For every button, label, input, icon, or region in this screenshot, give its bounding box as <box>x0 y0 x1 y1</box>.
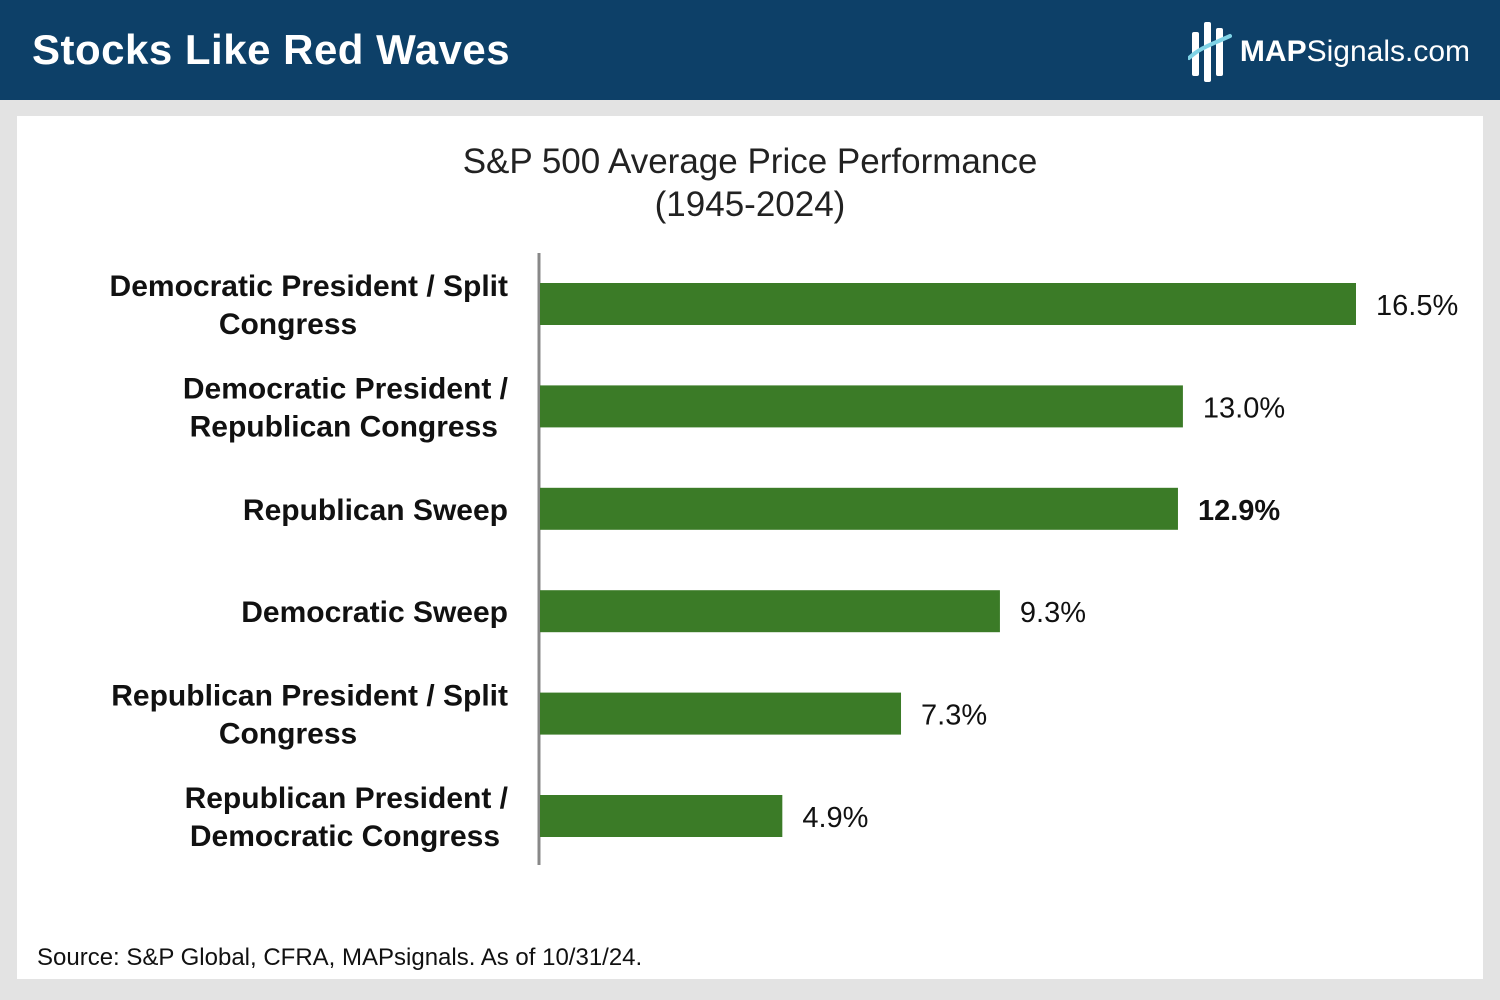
category-label-line: Democratic President / Split <box>110 270 508 303</box>
bar-3 <box>540 590 1000 633</box>
category-label-4: Republican President / Split Congress <box>111 680 508 751</box>
bar-1 <box>540 385 1183 428</box>
brand[interactable]: MAPSignals.com <box>1186 21 1470 82</box>
bar-2 <box>540 487 1178 530</box>
chart-subtitle: (1945-2024) <box>654 185 846 224</box>
category-label-line: Republican Sweep <box>243 494 508 527</box>
bar-0 <box>540 283 1356 325</box>
category-label-line: Democratic Sweep <box>241 596 508 629</box>
source-note: Source: S&P Global, CFRA, MAPsignals. As… <box>37 944 643 971</box>
category-label-line: Republican President / Split <box>111 680 508 713</box>
bar-5 <box>540 795 783 837</box>
bar-4 <box>540 692 902 735</box>
header-banner: Stocks Like Red Waves MAPSignals.com <box>0 0 1500 100</box>
category-label-line: Democratic President / <box>183 372 509 405</box>
value-label-4: 7.3% <box>921 700 987 732</box>
category-label-1: Democratic President / Republican Congres… <box>183 372 509 443</box>
category-label-5: Republican President / Democratic Congres… <box>185 782 509 853</box>
category-label-line: Congress <box>219 718 357 751</box>
mapsignals-logo-icon <box>1186 18 1232 87</box>
category-label-3: Democratic Sweep <box>241 596 508 629</box>
chart-title: S&P 500 Average Price Performance <box>462 142 1038 181</box>
value-label-1: 13.0% <box>1203 392 1285 424</box>
category-label-line: Republican Congress <box>190 410 498 443</box>
category-label-0: Democratic President / Split Congress <box>110 270 508 341</box>
category-label-line: Democratic Congress <box>190 820 500 853</box>
brand-name: MAPSignals.com <box>1239 35 1470 68</box>
value-label-5: 4.9% <box>802 802 868 834</box>
category-label-2: Republican Sweep <box>243 494 508 527</box>
chart-title-block: S&P 500 Average Price Performance (1945-… <box>0 140 1500 226</box>
category-label-line: Congress <box>219 308 357 341</box>
value-label-0: 16.5% <box>1376 290 1458 322</box>
value-label-3: 9.3% <box>1020 597 1086 629</box>
category-label-line: Republican President / <box>185 782 509 815</box>
value-label-2: 12.9% <box>1198 495 1280 527</box>
page-title: Stocks Like Red Waves <box>32 26 511 73</box>
